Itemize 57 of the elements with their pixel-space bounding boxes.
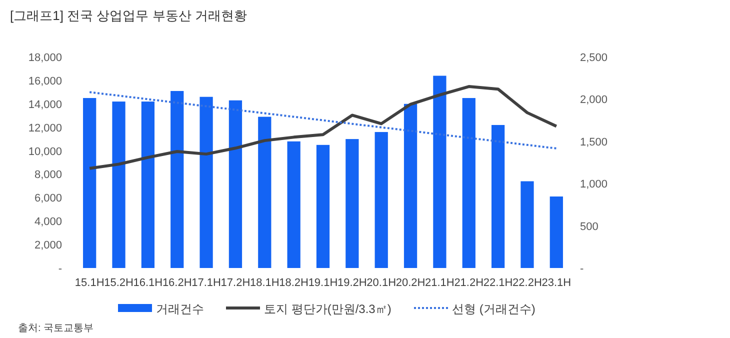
y-tick-label: 12,000 (28, 122, 62, 134)
bar (520, 181, 534, 268)
line-series (88, 91, 558, 150)
y2-tick-label: 1,500 (580, 136, 608, 148)
y2-tick-label: 2,500 (580, 52, 608, 64)
bar (170, 90, 184, 268)
bar (200, 96, 213, 268)
y2-tick-label: 1,000 (580, 178, 608, 191)
y-tick-label: 10,000 (28, 146, 62, 158)
bar (433, 76, 446, 268)
bar (346, 139, 359, 268)
y-tick-label: 2,000 (34, 240, 62, 252)
x-tick-label: 21.2H (454, 277, 484, 289)
bar (258, 116, 272, 268)
bar (462, 98, 476, 268)
y2-tick-label: 500 (580, 220, 598, 233)
x-tick-label: 16.1H (133, 277, 163, 289)
y-tick-label: 4,000 (34, 216, 62, 228)
legend-label: 선형 (거래건수) (452, 302, 536, 316)
y-tick-label: 18,000 (28, 52, 62, 64)
y-tick-label: 14,000 (28, 98, 62, 111)
x-tick-label: 23.1H (542, 277, 572, 289)
x-tick-label: 17.1H (192, 277, 222, 289)
x-tick-label: 22.2H (512, 277, 542, 289)
bar (228, 100, 242, 268)
x-tick-label: 22.1H (483, 277, 513, 289)
x-tick-label: 18.1H (250, 277, 280, 289)
bar (550, 196, 563, 268)
bar (404, 104, 418, 268)
y2-tick-label: - (580, 263, 584, 275)
y-tick-label: 6,000 (34, 192, 62, 205)
legend-label: 거래건수 (156, 302, 204, 316)
bar (374, 132, 388, 268)
x-tick-label: 15.2H (104, 277, 134, 289)
x-tick-label: 20.2H (396, 277, 426, 289)
y-tick-label: - (58, 263, 62, 275)
x-tick-label: 16.2H (162, 277, 192, 289)
bar (83, 98, 96, 268)
x-tick-label: 17.2H (220, 277, 250, 289)
x-tick-label: 20.1H (366, 277, 396, 289)
line-series (88, 85, 558, 170)
bar (491, 124, 505, 268)
bar (112, 102, 126, 268)
x-tick-label: 18.2H (279, 277, 309, 289)
source-note: 출처: 국토교통부 (18, 323, 94, 334)
y-tick-label: 16,000 (28, 75, 62, 88)
y2-tick-label: 2,000 (580, 94, 608, 106)
x-tick-label: 19.2H (337, 277, 367, 289)
x-tick-label: 19.1H (308, 277, 338, 289)
bar (316, 144, 330, 268)
y-tick-label: 8,000 (34, 169, 62, 182)
x-tick-label: 15.1H (74, 277, 104, 289)
x-tick-label: 21.1H (425, 277, 454, 289)
chart-title: [그래프1] 전국 상업업무 부동산 거래현황 (10, 8, 247, 23)
bar (287, 141, 300, 268)
bar (141, 102, 155, 268)
legend-label: 토지 평단가(만원/3.3㎡) (264, 302, 392, 316)
